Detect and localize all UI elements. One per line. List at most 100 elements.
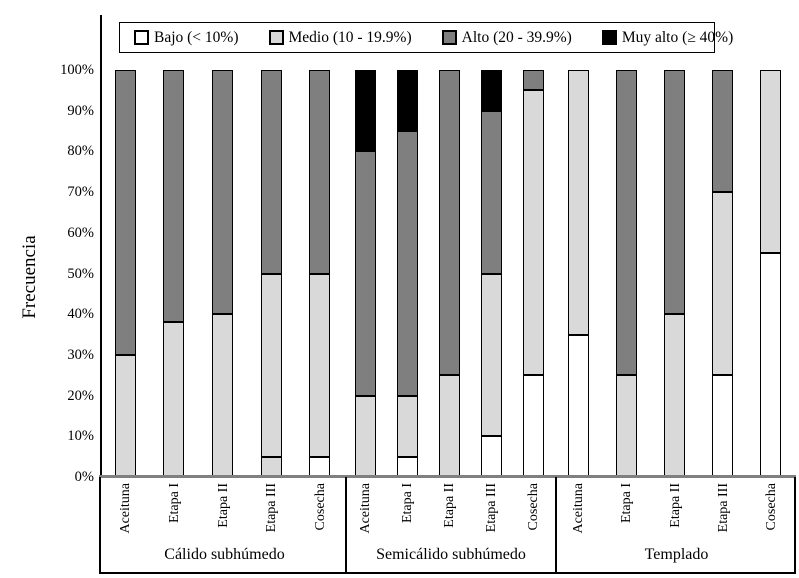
category-label: Aceituna — [571, 483, 587, 534]
bar-segment — [260, 456, 282, 477]
legend-item-label: Bajo (< 10%) — [154, 28, 239, 46]
bar-segment — [354, 395, 376, 477]
bar-segment — [163, 322, 185, 477]
bar-segment — [354, 151, 376, 396]
group-divider-line — [555, 477, 557, 572]
bar-segment — [712, 375, 734, 477]
category-label: Etapa I — [400, 483, 415, 524]
group-label: Templado — [644, 546, 709, 563]
category-label: Aceituna — [118, 483, 134, 534]
y-axis-tick-label: 10% — [67, 428, 94, 445]
category-label: Cosecha — [763, 483, 779, 531]
category-label: Etapa II — [442, 483, 457, 528]
bar-segment — [309, 70, 331, 274]
bar-segment — [663, 70, 685, 315]
category-label: Etapa III — [484, 483, 499, 533]
bar-segment — [480, 110, 502, 274]
stacked-bar — [163, 70, 185, 477]
stacked-bar — [354, 70, 376, 477]
bar-segment — [260, 70, 282, 274]
y-axis-tick-label: 50% — [67, 265, 94, 282]
stacked-bar — [760, 70, 782, 477]
bar-segment — [480, 436, 502, 477]
bar-segment — [522, 70, 544, 91]
bar-segment — [396, 395, 418, 457]
bar-segment — [760, 70, 782, 254]
bar-segment — [712, 192, 734, 376]
stacked-bar — [309, 70, 331, 477]
category-label: Cosecha — [312, 483, 328, 531]
bar-segment — [522, 375, 544, 477]
y-axis-tick-label: 30% — [67, 346, 94, 363]
y-axis-tick-label: 60% — [67, 224, 94, 241]
plot-area — [101, 70, 795, 477]
bar-segment — [615, 70, 637, 376]
bar-segment — [114, 70, 136, 355]
y-axis-tick-label: 80% — [67, 143, 94, 160]
bar-segment — [438, 70, 460, 376]
bar-segment — [438, 375, 460, 477]
bar-segment — [260, 273, 282, 457]
bar-segment — [396, 70, 418, 132]
category-label: Aceituna — [358, 483, 373, 534]
group-label: Cálido subhúmedo — [164, 546, 285, 563]
stacked-bar — [480, 70, 502, 477]
legend-item: Alto (20 - 39.9%) — [441, 30, 572, 46]
bar-segment — [480, 273, 502, 437]
legend-item: Medio (10 - 19.9%) — [268, 28, 412, 46]
stacked-bar — [663, 70, 685, 477]
bar-group — [101, 70, 344, 477]
category-label: Etapa I — [166, 483, 182, 524]
bar-segment — [211, 70, 233, 315]
category-label: Etapa II — [667, 483, 683, 528]
bar-group — [344, 70, 554, 477]
category-label: Etapa III — [264, 483, 280, 533]
category-label: Cosecha — [526, 483, 541, 531]
bar-segment — [309, 456, 331, 477]
bar-segment — [760, 253, 782, 477]
chart-legend: Bajo (< 10%) Medio (10 - 19.9%) Alto (20 -… — [119, 22, 733, 53]
legend-color-swatch — [441, 30, 457, 45]
bar-segment — [480, 70, 502, 111]
legend-color-swatch — [134, 30, 149, 45]
category-label-area: Aceituna Etapa I Etapa II Etapa III Cosecha C… — [99, 477, 796, 574]
group-label: Semicálido subhúmedo — [376, 546, 526, 563]
legend-color-swatch — [601, 30, 617, 45]
legend-item: Muy alto (≥ 40%) — [601, 28, 734, 46]
bar-segment — [396, 131, 418, 396]
stacked-bar — [114, 70, 136, 477]
legend-item: Bajo (< 10%) — [134, 30, 239, 46]
bar-segment — [309, 273, 331, 457]
y-axis-tick-label: 90% — [67, 102, 94, 119]
bar-segment — [354, 70, 376, 152]
group-divider-line — [345, 477, 347, 572]
bar-segment — [712, 70, 734, 193]
y-axis-tick-label: 20% — [67, 387, 94, 404]
stacked-bar — [567, 70, 589, 477]
y-axis-line — [100, 15, 102, 477]
category-label: Etapa II — [215, 483, 231, 528]
bar-segment — [522, 90, 544, 376]
bar-segment — [567, 334, 589, 477]
y-axis-tick-label: 100% — [60, 62, 94, 78]
stacked-bar — [615, 70, 637, 477]
legend-color-swatch — [268, 30, 284, 45]
category-label: Etapa I — [619, 483, 635, 524]
y-axis-tick-label: 70% — [67, 184, 94, 201]
stacked-bar — [260, 70, 282, 477]
y-axis-tick-label: 0% — [74, 469, 94, 485]
stacked-bar — [712, 70, 734, 477]
category-label: Etapa III — [715, 483, 731, 533]
stacked-bar — [438, 70, 460, 477]
stacked-bar — [396, 70, 418, 477]
legend-item-label: Medio (10 - 19.9%) — [288, 28, 412, 46]
x-axis-line — [99, 475, 796, 478]
bar-segment — [163, 70, 185, 323]
legend-item-label: Muy alto (≥ 40%) — [621, 28, 734, 46]
stacked-bar — [211, 70, 233, 477]
bar-segment — [663, 314, 685, 477]
y-axis-tick-label: 40% — [67, 306, 94, 323]
bar-segment — [615, 375, 637, 477]
bar-segment — [211, 314, 233, 477]
